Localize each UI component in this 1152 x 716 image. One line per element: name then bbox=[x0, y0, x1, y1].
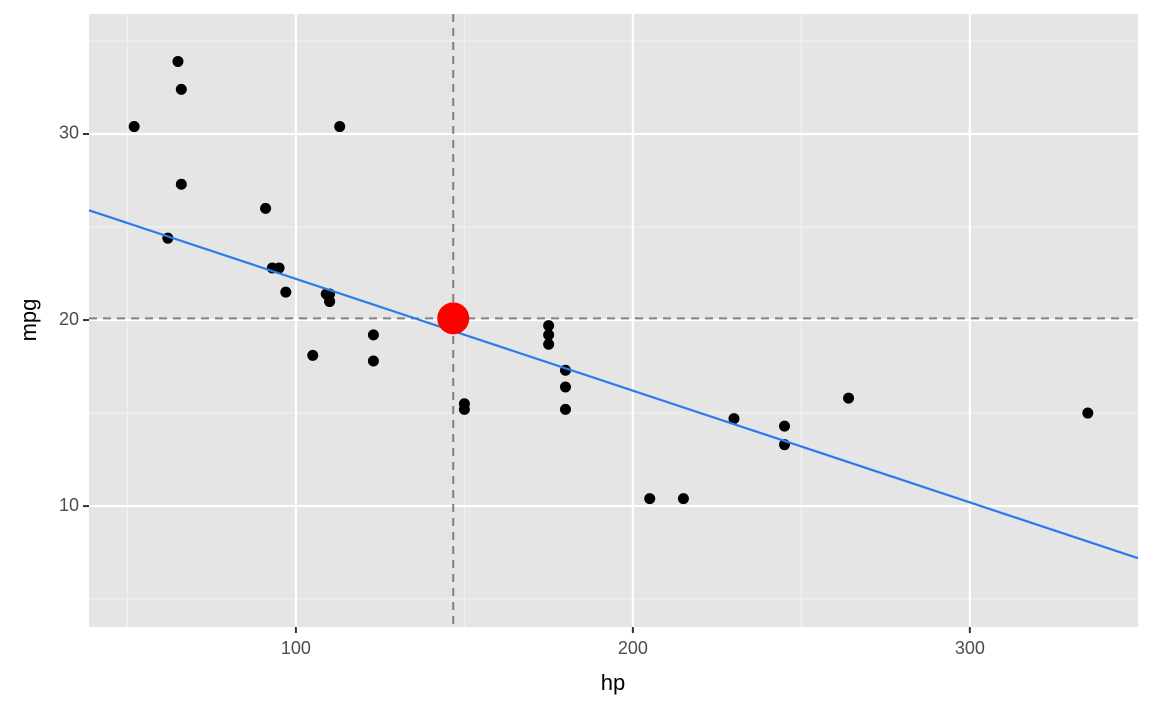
grid bbox=[89, 14, 1138, 627]
point bbox=[843, 392, 855, 404]
point bbox=[307, 349, 319, 361]
point bbox=[677, 493, 689, 505]
point bbox=[458, 403, 470, 415]
point bbox=[728, 413, 740, 425]
point bbox=[779, 420, 791, 432]
x-tick-label: 300 bbox=[955, 638, 985, 658]
point bbox=[320, 288, 332, 300]
y-tick-label: 20 bbox=[59, 309, 79, 329]
point bbox=[559, 381, 571, 393]
x-tick-label: 100 bbox=[281, 638, 311, 658]
y-tick-label: 10 bbox=[59, 495, 79, 515]
point bbox=[260, 202, 272, 214]
point bbox=[543, 338, 555, 350]
point bbox=[280, 286, 292, 298]
point bbox=[559, 403, 571, 415]
point bbox=[367, 355, 379, 367]
fit-line bbox=[88, 209, 1139, 560]
point bbox=[334, 121, 346, 133]
y-tick-label: 30 bbox=[59, 123, 79, 143]
point bbox=[172, 55, 184, 67]
x-tick-label: 200 bbox=[618, 638, 648, 658]
point bbox=[273, 262, 285, 274]
marks bbox=[88, 14, 1139, 627]
point bbox=[175, 178, 187, 190]
mean-point bbox=[437, 302, 470, 335]
point bbox=[644, 493, 656, 505]
point bbox=[128, 121, 140, 133]
point bbox=[175, 83, 187, 95]
point bbox=[1082, 407, 1094, 419]
y-axis-title: mpg bbox=[16, 299, 41, 342]
point bbox=[543, 320, 555, 332]
point bbox=[543, 329, 555, 341]
point bbox=[367, 329, 379, 341]
x-axis-title: hp bbox=[601, 670, 625, 695]
